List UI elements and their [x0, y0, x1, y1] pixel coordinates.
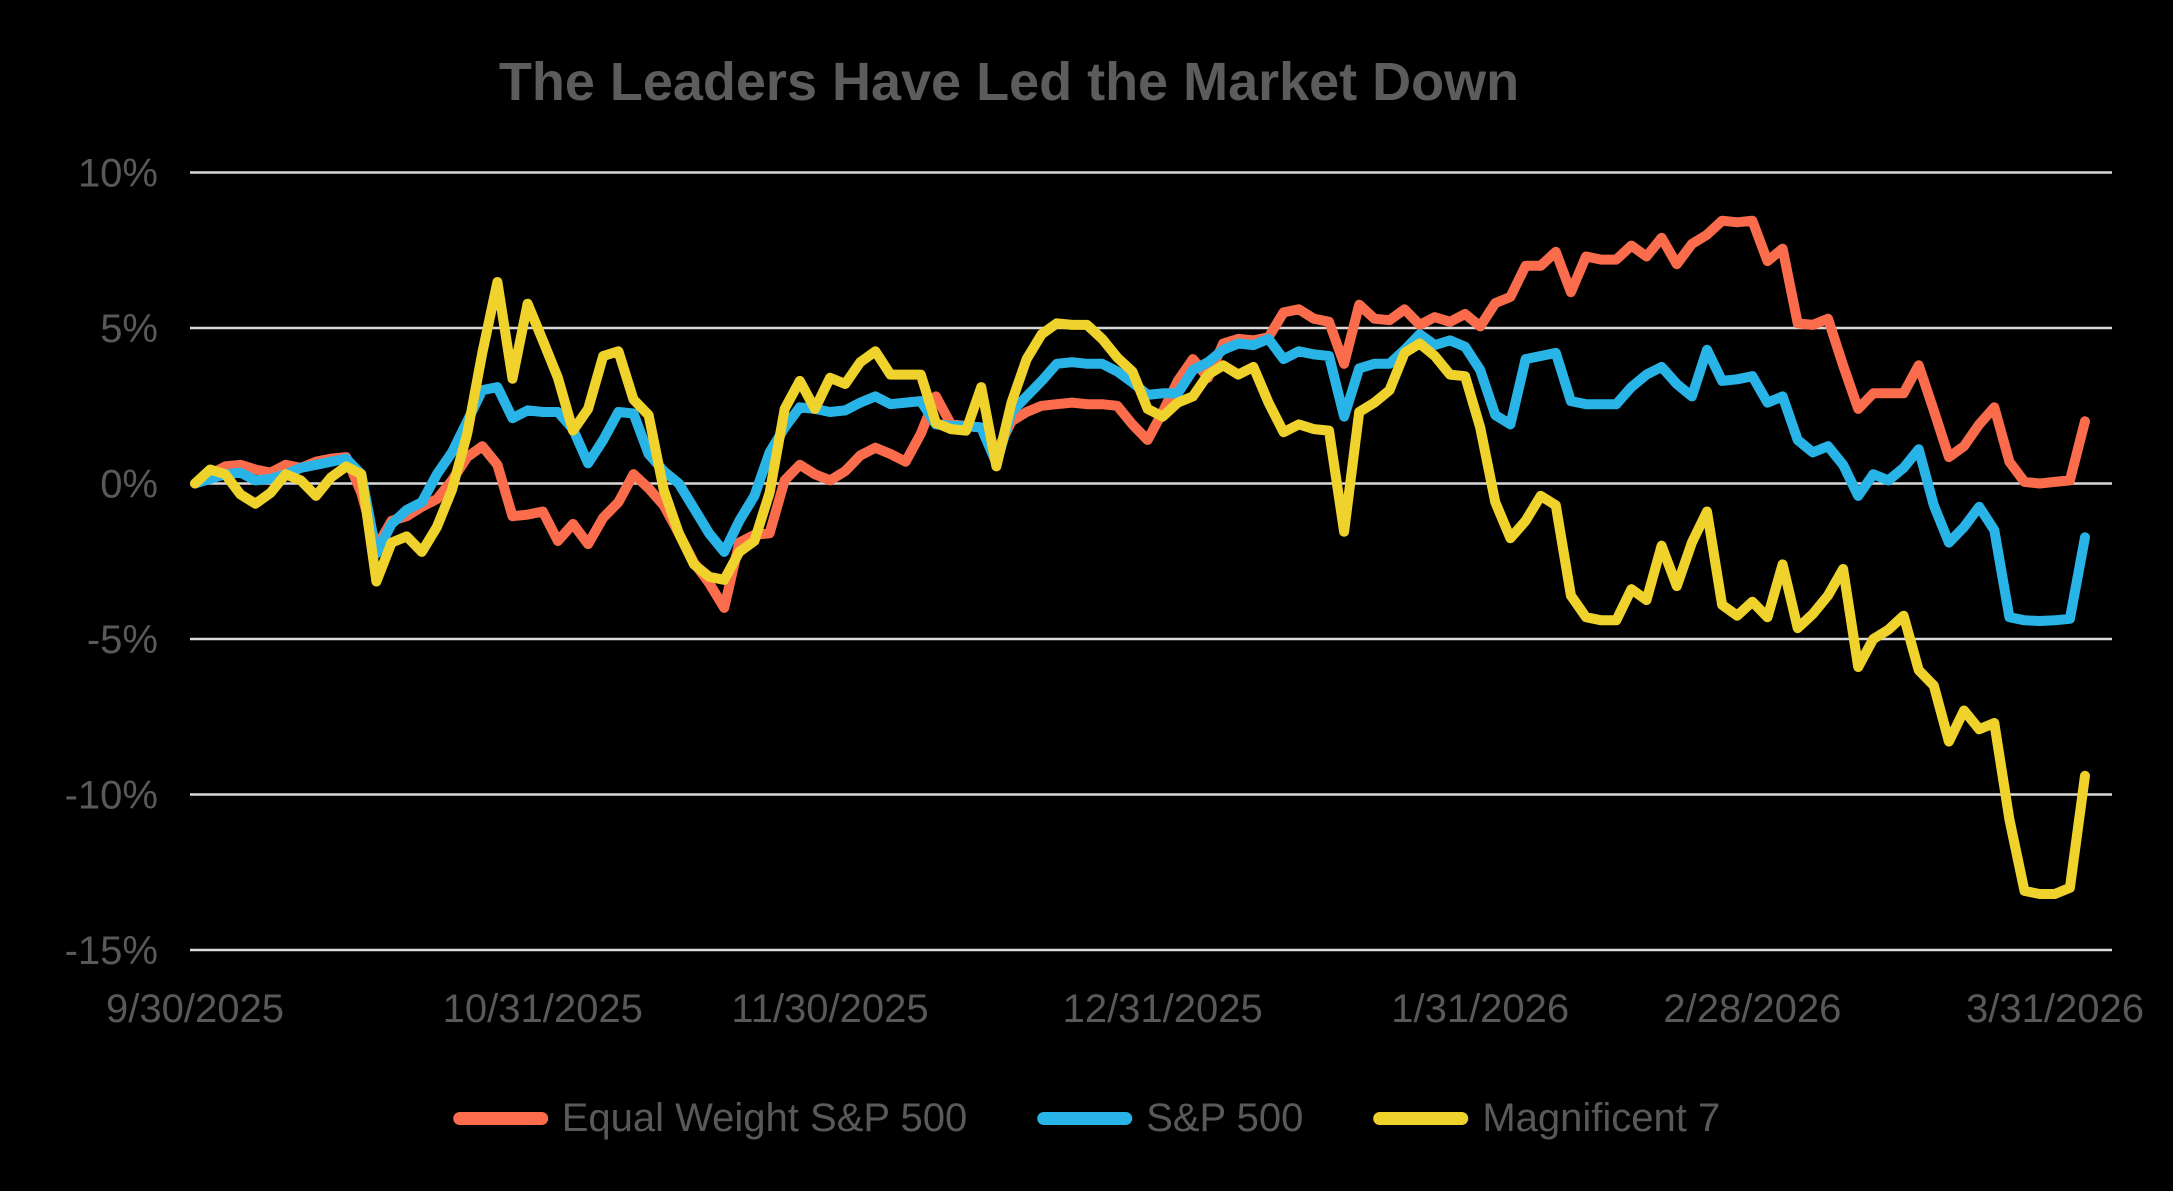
y-axis-tick-label: -15% [65, 929, 158, 973]
series-lines [190, 215, 2090, 899]
y-axis-tick-label: 10% [78, 152, 158, 196]
series-line-magnificent-7 [190, 277, 2090, 899]
legend-label-magnificent-7: Magnificent 7 [1482, 1096, 1721, 1140]
legend-item-magnificent-7: Magnificent 7 [1373, 1098, 1720, 1138]
x-axis-tick-label: 9/30/2025 [106, 987, 284, 1031]
y-axis-tick-label: -10% [65, 774, 158, 818]
legend-swatch-sp500-icon [1037, 1111, 1133, 1125]
legend-label-sp500: S&P 500 [1146, 1096, 1304, 1140]
legend-swatch-magnificent-7-icon [1373, 1111, 1469, 1125]
y-axis-labels: 10% 5% 0% -5% -10% -15% [65, 152, 158, 974]
chart-title: The Leaders Have Led the Market Down [499, 52, 1519, 112]
y-axis-tick-label: 0% [100, 463, 158, 507]
y-axis-tick-label: 5% [100, 307, 158, 351]
x-axis-tick-label: 3/31/2026 [1966, 987, 2144, 1031]
x-axis-tick-label: 11/30/2025 [731, 987, 928, 1031]
x-axis-labels: 9/30/2025 10/31/2025 11/30/2025 12/31/2025 1… [106, 987, 2144, 1031]
x-axis-tick-label: 10/31/2025 [443, 987, 643, 1031]
legend-label-equal-weight-sp500: Equal Weight S&P 500 [561, 1096, 968, 1140]
x-axis-tick-label: 2/28/2026 [1663, 987, 1841, 1031]
x-axis-tick-label: 1/31/2026 [1391, 987, 1569, 1031]
legend-swatch-equal-weight-sp500-icon [452, 1111, 548, 1125]
legend-item-equal-weight-sp500: Equal Weight S&P 500 [452, 1096, 968, 1140]
chart-legend: Equal Weight S&P 500 S&P 500 Magnificent… [452, 1096, 1720, 1140]
y-axis-tick-label: -5% [87, 618, 158, 662]
legend-item-sp500: S&P 500 [1037, 1098, 1303, 1138]
x-axis-tick-label: 12/31/2025 [1063, 987, 1263, 1031]
gridlines [190, 171, 2112, 952]
series-line-equal-weight-sandp-500 [190, 215, 2090, 613]
